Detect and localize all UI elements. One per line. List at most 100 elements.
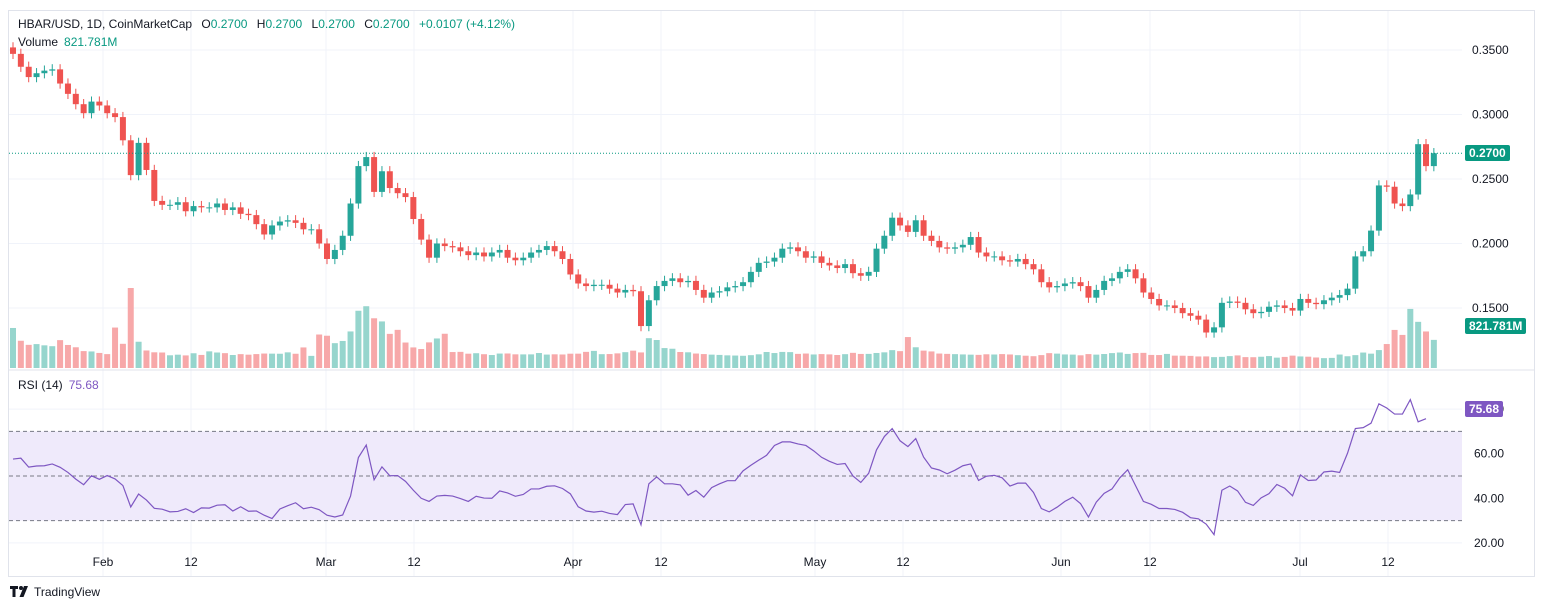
candle-body [1046,282,1053,288]
volume-bar [347,331,354,368]
legend-ohlc: HBAR/USD, 1D, CoinMarketCap O0.2700 H0.2… [18,17,521,31]
price-axis-label: 0.2000 [1472,237,1509,251]
candle-body [1305,298,1312,303]
volume-value: 821.781M [64,35,118,49]
change-value: +0.0107 (+4.12%) [418,17,516,31]
candle-body [936,240,943,248]
candle-body [598,284,605,286]
volume-bar [426,342,433,368]
volume-bar [284,352,291,368]
candle-body [512,257,519,261]
candle-body [1132,269,1139,279]
candle-body [708,292,715,298]
volume-bar [88,351,95,368]
volume-bar [72,347,79,368]
volume-bar [583,351,590,368]
time-axis-label: Feb [93,555,114,569]
candle-body [104,105,111,114]
candle-body [787,247,794,249]
candle-body [481,252,487,257]
volume-bar [677,352,684,368]
candle-body [88,101,95,114]
candle-body [441,243,448,247]
volume-bar [528,354,535,368]
candle-body [1014,258,1021,262]
footer-brand[interactable]: TradingView [34,585,101,599]
volume-bar [1022,355,1029,368]
volume-bar [1430,339,1437,368]
volume-bar [57,340,64,368]
volume-bar [378,321,385,368]
volume-bar [645,338,652,368]
volume-bar [740,355,747,368]
candle-body [1258,311,1265,314]
volume-bar [543,354,550,368]
volume-bar [96,352,103,368]
volume-bar [316,334,323,368]
candle-body [732,286,739,288]
candle-body [692,280,699,290]
close-value: 0.2700 [372,17,410,31]
volume-bar [857,353,864,368]
candle-body [182,202,189,212]
candle-body [1140,278,1147,293]
candle-body [802,251,809,258]
volume-bar [771,353,778,368]
volume-bar [394,329,401,368]
volume-bar [1179,355,1186,368]
chart-frame [8,10,1535,577]
candle-body [583,283,590,287]
price-axis-label: 0.2500 [1472,172,1509,186]
volume-bar [1148,354,1155,368]
volume-bar [1226,356,1233,368]
candle-body [661,280,668,287]
volume-bar [952,354,958,368]
candle-body [857,273,864,276]
low-value: 0.2700 [318,17,355,31]
candle-body [402,193,409,198]
volume-bar [33,344,40,368]
volume-bar [1242,357,1249,368]
rsi-axis-label: 40.00 [1474,491,1504,505]
symbol-label[interactable]: HBAR/USD, 1D, CoinMarketCap [18,17,193,31]
candle-body [1218,302,1225,328]
volume-bar [638,352,644,368]
volume-bar [1375,350,1382,368]
candle-body [842,264,849,269]
time-axis-label: 12 [407,555,421,569]
volume-bar [842,354,849,368]
volume-bar [1360,352,1367,368]
volume-bar [324,335,330,368]
candle-body [1156,298,1163,306]
volume-bar [716,354,723,368]
candle-body [151,169,158,201]
volume-bar [1250,357,1257,368]
volume-bar [1046,353,1053,368]
candle-body [795,247,801,252]
time-axis-label: 12 [184,555,198,569]
volume-bar [1085,354,1092,368]
volume-bar [732,355,739,368]
candle-body [1352,256,1359,289]
volume-bar [1407,308,1414,368]
volume-bar [944,353,951,368]
candle-body [1163,305,1170,307]
time-axis-label: 12 [654,555,668,569]
volume-bar [1132,353,1139,368]
candle-body [983,252,990,257]
candle-body [10,47,16,54]
rsi-key[interactable]: RSI (14) [18,378,63,392]
volume-bar [669,348,676,368]
candle-body [904,225,911,232]
volume-bar [229,355,236,368]
candle-body [1101,280,1108,290]
volume-bar [1305,356,1312,368]
volume-bar [269,353,276,368]
price-axis-label: 0.3000 [1472,108,1509,122]
candle-body [1360,251,1367,257]
volume-bar [889,350,896,368]
tradingview-logo-icon [10,586,28,597]
volume-key[interactable]: Volume [18,35,59,49]
candle-body [1030,264,1037,270]
